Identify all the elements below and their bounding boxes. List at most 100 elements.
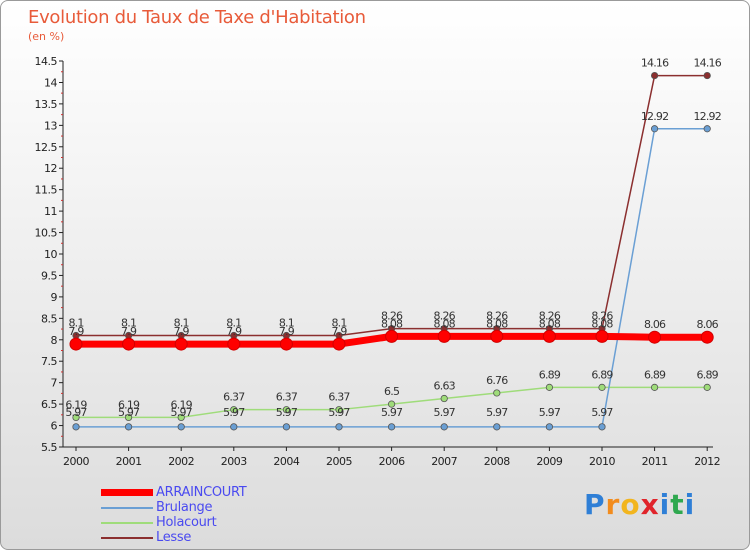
data-point: [648, 330, 662, 344]
data-label: 5.97: [118, 406, 140, 419]
y-tick-label: 14: [44, 76, 57, 89]
y-tick-label: 7.5: [41, 355, 57, 368]
legend-item-brulange: Brulange: [101, 500, 321, 515]
data-point: [279, 337, 293, 351]
data-point: [650, 71, 659, 80]
data-label: 5.97: [328, 406, 350, 419]
data-label: 8.08: [434, 317, 456, 330]
y-tick-label: 12: [44, 162, 57, 175]
y-tick-label: 6.5: [41, 398, 57, 411]
data-point: [177, 423, 185, 431]
y-tick-label: 6: [51, 420, 58, 433]
data-label: 12.92: [641, 110, 669, 123]
data-label: 7.9: [279, 325, 295, 338]
data-point: [335, 406, 343, 414]
y-tick-label: 9.5: [41, 269, 57, 282]
data-label: 7.9: [331, 325, 347, 338]
data-label: 6.37: [328, 391, 350, 404]
y-tick-label: 11.5: [35, 184, 58, 197]
logo-letter: i: [684, 488, 696, 521]
data-point: [387, 423, 396, 431]
data-point: [177, 413, 185, 422]
data-point: [72, 413, 80, 422]
data-label: 6.89: [697, 368, 719, 381]
data-label: 5.97: [486, 406, 508, 419]
data-label: 5.97: [171, 406, 193, 419]
data-label: 12.92: [693, 110, 721, 123]
data-point: [542, 329, 556, 343]
data-point: [69, 337, 83, 351]
y-tick-label: 8: [51, 334, 58, 347]
data-label: 6.76: [486, 374, 508, 387]
data-label: 5.97: [65, 406, 87, 419]
legend-label-lesse: Lesse: [156, 530, 192, 545]
data-label: 8.1: [331, 316, 346, 329]
data-label: 14.16: [693, 57, 721, 70]
y-tick-label: 10: [44, 248, 57, 261]
y-tick-label: 9: [51, 291, 58, 304]
legend-swatch-holacourt: [101, 522, 153, 524]
data-point: [125, 423, 133, 431]
legend-swatch-lesse: [101, 537, 153, 539]
y-tick-label: 14.5: [35, 55, 58, 68]
x-tick-label: 2006: [379, 455, 405, 468]
legend-label-arraincourt: ARRAINCOURT: [156, 485, 247, 500]
y-tick-label: 13.5: [35, 98, 58, 111]
data-point: [703, 383, 711, 391]
y-tick-label: 8.5: [41, 312, 57, 325]
x-tick-label: 2000: [63, 455, 89, 468]
data-point: [650, 383, 659, 391]
y-tick-label: 10.5: [35, 227, 58, 240]
data-label: 8.06: [644, 318, 666, 331]
y-tick-label: 13: [44, 119, 57, 132]
data-point: [282, 406, 290, 414]
chart-title: Evolution du Taux de Taxe d'Habitation: [28, 7, 366, 28]
data-point: [440, 423, 448, 431]
data-label: 7.9: [121, 325, 137, 338]
data-label: 7.9: [174, 325, 190, 338]
logo-letter: r: [605, 488, 621, 521]
data-label: 14.16: [641, 57, 669, 70]
data-label: 8.08: [486, 317, 508, 330]
x-tick-label: 2003: [221, 455, 247, 468]
data-point: [385, 329, 399, 343]
chart-subtitle: (en %): [28, 30, 65, 43]
data-label: 8.06: [697, 318, 719, 331]
data-label: 6.19: [171, 398, 193, 411]
data-point: [700, 330, 714, 344]
logo-letter: t: [670, 488, 685, 521]
legend-swatch-brulange: [101, 507, 153, 509]
data-label: 8.1: [68, 316, 83, 329]
legend-item-lesse: Lesse: [101, 530, 321, 545]
data-label: 8.08: [591, 317, 613, 330]
data-label: 5.97: [381, 406, 403, 419]
data-point: [230, 406, 238, 414]
data-label: 6.63: [434, 380, 456, 393]
data-point: [595, 329, 609, 343]
y-tick-label: 5.5: [41, 441, 57, 454]
logo-letter: x: [640, 488, 660, 521]
data-label: 6.37: [276, 391, 298, 404]
data-label: 8.26: [381, 310, 403, 323]
logo-letter: i: [659, 488, 671, 521]
data-label: 8.08: [381, 317, 403, 330]
legend-item-holacourt: Holacourt: [101, 515, 321, 530]
x-tick-label: 2001: [116, 455, 142, 468]
x-tick-label: 2008: [484, 455, 510, 468]
data-label: 5.97: [276, 406, 298, 419]
data-label: 5.97: [591, 406, 613, 419]
data-point: [598, 423, 606, 431]
data-point: [72, 423, 80, 431]
x-tick-label: 2012: [694, 455, 720, 468]
data-point: [650, 125, 659, 133]
data-point: [332, 337, 346, 351]
data-point: [282, 423, 290, 431]
data-point: [125, 413, 133, 422]
data-point: [545, 383, 554, 391]
data-label: 7.9: [226, 325, 242, 338]
y-tick-label: 7: [51, 377, 58, 390]
logo-letter: o: [620, 488, 641, 521]
data-label: 8.1: [121, 316, 136, 329]
